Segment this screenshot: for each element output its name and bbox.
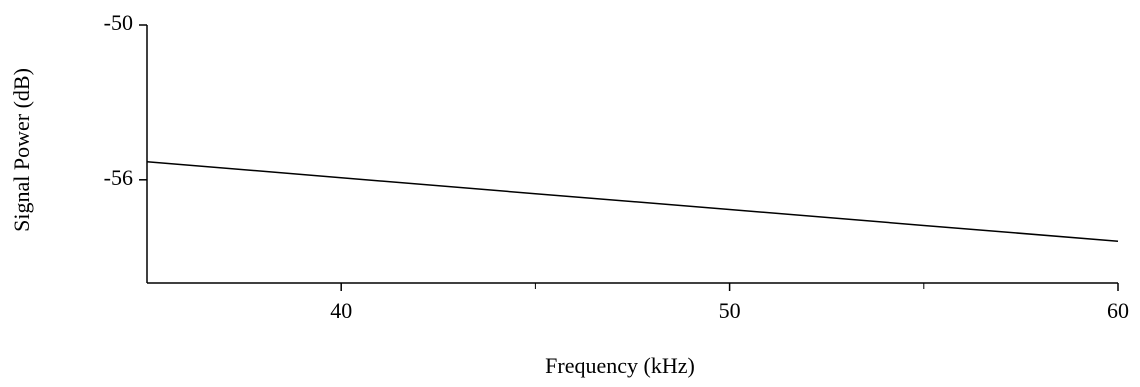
line-series <box>146 160 1119 242</box>
x-tick-label: 40 <box>330 298 352 323</box>
y-tick-label: -56 <box>104 165 133 190</box>
y-tick-label: -50 <box>104 10 133 35</box>
x-tick-label: 50 <box>719 298 741 323</box>
x-tick-label: 60 <box>1107 298 1129 323</box>
y-axis-label: Signal Power (dB) <box>9 68 34 232</box>
x-axis-label: Frequency (kHz) <box>545 353 695 378</box>
